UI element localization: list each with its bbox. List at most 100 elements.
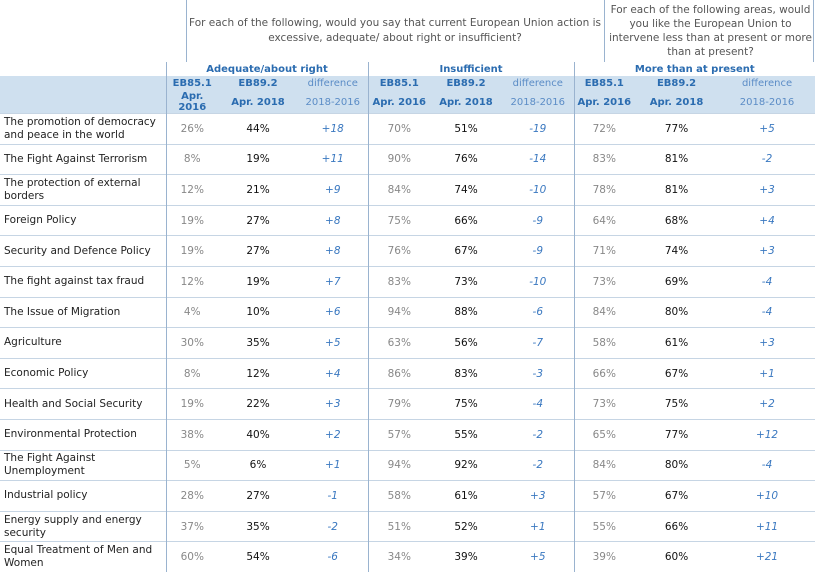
value-cell: 12%: [165, 174, 218, 206]
value-cell: +10: [719, 480, 815, 512]
value-cell: -2: [298, 510, 369, 542]
value-cell: 81%: [634, 174, 720, 206]
value-cell: 55%: [573, 510, 635, 542]
value-cell: 79%: [367, 388, 431, 420]
value-cell: +4: [298, 357, 369, 389]
value-cell: 60%: [165, 541, 218, 572]
table-row: Economic Policy 8% 12% +4 86% 83% -3 66% 67% +1: [0, 357, 815, 389]
value-cell: 64%: [573, 204, 635, 236]
row-label: Equal Treatment of Men and Women: [0, 541, 166, 572]
value-cell: +3: [719, 174, 815, 206]
col-header: Apr. 2016: [165, 91, 218, 114]
table-row: The promotion of democracy and peace in …: [0, 113, 815, 145]
value-cell: 84%: [573, 296, 635, 328]
value-cell: +3: [719, 235, 815, 267]
col-header: EB85.1: [367, 76, 431, 91]
question-right: For each of the following areas, would y…: [609, 4, 812, 58]
value-cell: 57%: [573, 480, 635, 512]
col-header: difference: [502, 76, 575, 91]
value-cell: 61%: [634, 327, 720, 359]
value-cell: 21%: [218, 174, 298, 206]
value-cell: 6%: [218, 449, 298, 481]
value-cell: 81%: [634, 143, 720, 175]
header-label-cell: [0, 91, 166, 114]
table-row: Environmental Protection 38% 40% +2 57% 55% -2…: [0, 418, 815, 451]
value-cell: 73%: [573, 388, 635, 420]
value-cell: 55%: [430, 418, 503, 451]
value-cell: +3: [502, 480, 575, 512]
value-cell: 63%: [367, 327, 431, 359]
value-cell: -4: [719, 296, 815, 328]
value-cell: -10: [502, 265, 575, 298]
row-label: Environmental Protection: [0, 418, 166, 451]
value-cell: 74%: [430, 174, 503, 206]
value-cell: 83%: [430, 357, 503, 389]
value-cell: 70%: [367, 113, 431, 145]
row-label: The Fight Against Terrorism: [0, 143, 166, 175]
row-label: Health and Social Security: [0, 388, 166, 420]
value-cell: 77%: [634, 418, 720, 451]
value-cell: -2: [502, 449, 575, 481]
value-cell: +18: [298, 113, 369, 145]
value-cell: 73%: [430, 265, 503, 298]
value-cell: +6: [298, 296, 369, 328]
value-cell: -3: [502, 357, 575, 389]
value-cell: 40%: [218, 418, 298, 451]
value-cell: 67%: [634, 480, 720, 512]
value-cell: 35%: [218, 510, 298, 542]
value-cell: +8: [298, 235, 369, 267]
value-cell: 84%: [367, 174, 431, 206]
value-cell: -14: [502, 143, 575, 175]
value-cell: -4: [502, 388, 575, 420]
value-cell: 94%: [367, 296, 431, 328]
value-cell: 60%: [634, 541, 720, 572]
value-cell: -19: [502, 113, 575, 145]
value-cell: 51%: [430, 113, 503, 145]
table-row: Equal Treatment of Men and Women 60% 54% -6…: [0, 541, 815, 572]
row-label: Economic Policy: [0, 357, 166, 389]
value-cell: 35%: [218, 327, 298, 359]
value-cell: 52%: [430, 510, 503, 542]
value-cell: +5: [502, 541, 575, 572]
table-row: Industrial policy 28% 27% -1 58% 61% +3 57% 67% +…: [0, 480, 815, 512]
value-cell: 61%: [430, 480, 503, 512]
value-cell: +9: [298, 174, 369, 206]
col-header: Apr. 2018: [430, 91, 503, 114]
value-cell: 66%: [430, 204, 503, 236]
row-label: Security and Defence Policy: [0, 235, 166, 267]
row-label: The Issue of Migration: [0, 296, 166, 328]
value-cell: 5%: [165, 449, 218, 481]
row-label: The Fight Against Unemployment: [0, 449, 166, 481]
value-cell: -6: [298, 541, 369, 572]
value-cell: -2: [502, 418, 575, 451]
value-cell: -9: [502, 235, 575, 267]
divider: [186, 0, 187, 62]
value-cell: 34%: [367, 541, 431, 572]
row-label: Agriculture: [0, 327, 166, 359]
value-cell: 84%: [573, 449, 635, 481]
row-label: The promotion of democracy and peace in …: [0, 113, 166, 145]
value-cell: 94%: [367, 449, 431, 481]
value-cell: 58%: [367, 480, 431, 512]
table-row: The Fight Against Unemployment 5% 6% +1 94% 9…: [0, 449, 815, 481]
divider: [813, 0, 814, 62]
col-header: difference: [298, 76, 369, 91]
value-cell: -2: [719, 143, 815, 175]
value-cell: +1: [502, 510, 575, 542]
col-header: Apr. 2016: [367, 91, 431, 114]
col-header: EB89.2: [634, 76, 720, 91]
value-cell: 44%: [218, 113, 298, 145]
value-cell: 76%: [430, 143, 503, 175]
col-header: 2018-2016: [719, 91, 815, 114]
table-row: Agriculture 30% 35% +5 63% 56% -7 58% 61% +3: [0, 327, 815, 359]
value-cell: +11: [719, 510, 815, 542]
value-cell: 78%: [573, 174, 635, 206]
header-label-cell: [0, 76, 166, 91]
value-cell: 27%: [218, 480, 298, 512]
table-row: Security and Defence Policy 19% 27% +8 76% 67…: [0, 235, 815, 267]
value-cell: 80%: [634, 296, 720, 328]
value-cell: 8%: [165, 143, 218, 175]
value-cell: 75%: [367, 204, 431, 236]
value-cell: 56%: [430, 327, 503, 359]
